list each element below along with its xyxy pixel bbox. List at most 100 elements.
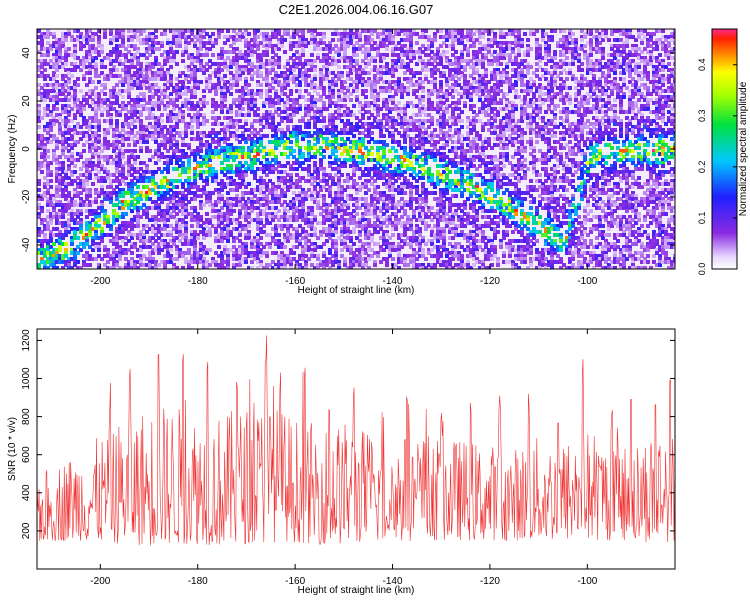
heatmap-cell xyxy=(190,95,194,99)
heatmap-cell xyxy=(61,122,65,126)
heatmap-cell xyxy=(79,191,83,195)
heatmap-cell xyxy=(160,65,164,69)
heatmap-cell xyxy=(40,221,44,225)
heatmap-cell xyxy=(193,245,197,249)
heatmap-cell xyxy=(169,59,173,63)
heatmap-cell xyxy=(175,251,179,255)
heatmap-cell xyxy=(127,260,131,264)
heatmap-cell xyxy=(85,83,89,87)
heatmap-cell xyxy=(121,32,125,36)
heatmap-cell xyxy=(169,65,173,69)
heatmap-cell xyxy=(121,149,125,153)
heatmap-cell xyxy=(136,248,140,252)
heatmap-cell xyxy=(121,128,125,132)
heatmap-cell xyxy=(289,167,293,171)
heatmap-cell xyxy=(136,74,140,78)
heatmap-cell xyxy=(85,131,89,135)
heatmap-cell xyxy=(202,233,206,237)
heatmap-cell xyxy=(142,245,146,249)
heatmap-cell xyxy=(265,158,269,162)
heatmap-cell xyxy=(106,146,110,150)
heatmap-cell xyxy=(133,83,137,87)
heatmap-cell xyxy=(160,155,164,159)
heatmap-cell xyxy=(52,41,56,45)
heatmap-cell xyxy=(208,200,212,204)
heatmap-cell xyxy=(121,203,125,207)
heatmap-cell xyxy=(70,143,74,147)
heatmap-cell xyxy=(223,86,227,90)
heatmap-cell xyxy=(46,170,50,174)
heatmap-cell xyxy=(139,113,143,117)
heatmap-cell xyxy=(289,65,293,69)
heatmap-cell xyxy=(229,35,233,39)
heatmap-cell xyxy=(229,176,233,180)
heatmap-cell xyxy=(331,38,335,42)
heatmap-cell xyxy=(121,134,125,138)
heatmap-cell xyxy=(232,122,236,126)
heatmap-cell xyxy=(220,68,224,72)
heatmap-cell xyxy=(211,224,215,228)
heatmap-cell xyxy=(259,95,263,99)
heatmap-cell xyxy=(55,143,59,147)
heatmap-cell xyxy=(244,59,248,63)
heatmap-cell xyxy=(139,173,143,177)
heatmap-cell xyxy=(259,251,263,255)
heatmap-cell xyxy=(160,53,164,57)
heatmap-cell xyxy=(148,257,152,261)
heatmap-cell xyxy=(136,221,140,225)
heatmap-cell xyxy=(220,182,224,186)
heatmap-cell xyxy=(64,116,68,120)
heatmap-cell xyxy=(79,266,83,269)
heatmap-cell xyxy=(193,236,197,240)
heatmap-cell xyxy=(136,209,140,213)
heatmap-cell xyxy=(91,161,95,165)
heatmap-cell xyxy=(214,86,218,90)
heatmap-cell xyxy=(109,41,113,45)
heatmap-cell xyxy=(169,215,173,219)
heatmap-cell xyxy=(85,32,89,36)
heatmap-cell xyxy=(76,191,80,195)
heatmap-cell xyxy=(190,116,194,120)
heatmap-cell xyxy=(109,227,113,231)
heatmap-cell xyxy=(67,206,71,210)
heatmap-cell xyxy=(283,80,287,84)
heatmap-cell xyxy=(247,92,251,96)
heatmap-cell xyxy=(163,239,167,243)
heatmap-cell xyxy=(61,203,65,207)
heatmap-cell xyxy=(76,158,80,162)
heatmap-cell xyxy=(280,176,284,180)
heatmap-cell xyxy=(58,173,62,177)
heatmap-cell xyxy=(268,83,272,87)
heatmap-cell xyxy=(283,200,287,204)
heatmap-cell xyxy=(223,104,227,108)
heatmap-cell xyxy=(292,62,296,66)
heatmap-cell xyxy=(262,164,266,168)
heatmap-cell xyxy=(46,260,50,264)
heatmap-cell xyxy=(214,188,218,192)
heatmap-cell xyxy=(118,200,122,204)
heatmap-cell xyxy=(106,113,110,117)
heatmap-cell xyxy=(148,68,152,72)
heatmap-cell xyxy=(289,92,293,96)
heatmap-cell xyxy=(241,149,245,153)
heatmap-cell xyxy=(169,80,173,84)
heatmap-cell xyxy=(199,29,203,33)
heatmap-cell xyxy=(67,71,71,75)
heatmap-cell xyxy=(253,113,257,117)
heatmap-cell xyxy=(154,161,158,165)
heatmap-cell xyxy=(283,266,287,269)
heatmap-cell xyxy=(181,161,185,165)
heatmap-cell xyxy=(268,104,272,108)
heatmap-cell xyxy=(61,260,65,264)
heatmap-cell xyxy=(295,56,299,60)
heatmap-cell xyxy=(64,35,68,39)
heatmap-cell xyxy=(277,107,281,111)
heatmap-cell xyxy=(76,65,80,69)
heatmap-cell xyxy=(277,59,281,63)
heatmap-cell xyxy=(256,41,260,45)
heatmap-cell xyxy=(55,215,59,219)
heatmap-cell xyxy=(55,233,59,237)
heatmap-cell xyxy=(217,53,221,57)
heatmap-cell xyxy=(91,140,95,144)
heatmap-cell xyxy=(274,128,278,132)
